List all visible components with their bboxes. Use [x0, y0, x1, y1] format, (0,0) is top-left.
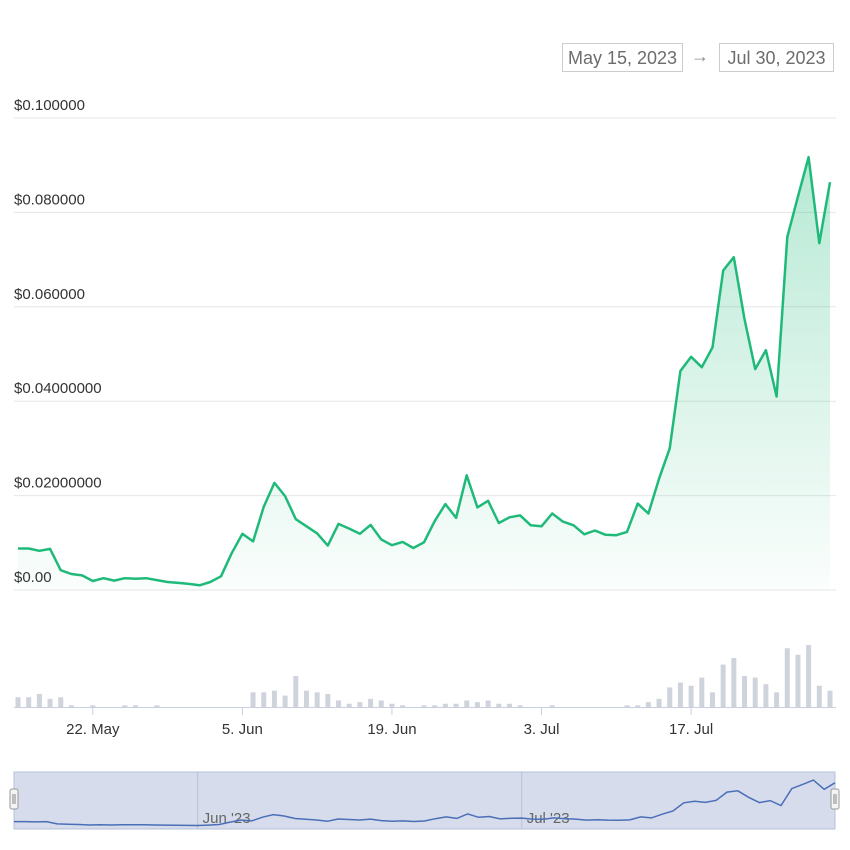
x-axis: 22. May 5. Jun 19. Jun 3. Jul 17. Jul: [14, 707, 836, 738]
volume-bar: [421, 705, 427, 707]
volume-bar: [827, 690, 833, 707]
volume-bar: [357, 702, 363, 707]
date-range-start-input[interactable]: May 15, 2023: [562, 43, 683, 72]
volume-bar: [26, 697, 32, 707]
volume-bars: [15, 645, 833, 707]
date-range-end-input[interactable]: Jul 30, 2023: [719, 43, 834, 72]
navigator-selected-range: [13, 771, 836, 830]
volume-bar: [325, 693, 331, 707]
price-area: [18, 157, 830, 590]
volume-bar: [795, 654, 801, 707]
volume-bar: [68, 705, 74, 707]
volume-bar: [624, 705, 630, 707]
volume-bar: [752, 677, 758, 707]
volume-bar: [122, 705, 128, 707]
volume-bar: [688, 685, 694, 707]
volume-bar: [261, 692, 267, 707]
volume-bar: [47, 698, 53, 707]
volume-bar: [133, 705, 139, 707]
volume-bar: [453, 703, 459, 707]
volume-bar: [368, 698, 374, 707]
date-range-arrow: →: [691, 46, 709, 66]
volume-bar: [442, 703, 448, 707]
volume-bar: [517, 705, 523, 707]
volume-bar: [271, 690, 277, 707]
volume-bar: [784, 648, 790, 707]
volume-bar: [742, 676, 748, 707]
volume-bar: [667, 687, 673, 707]
y-tick-label: $0.02000000: [14, 475, 102, 492]
volume-bar: [699, 677, 705, 707]
navigator-series-line: [14, 779, 836, 827]
x-tick-label: 19. Jun: [367, 721, 416, 738]
y-tick-label: $0.100000: [14, 97, 85, 114]
volume-bar: [90, 705, 96, 707]
volume-bar: [400, 705, 406, 707]
volume-bar: [506, 703, 512, 707]
navigator-right-handle[interactable]: [830, 788, 840, 810]
price-line: [18, 155, 832, 587]
volume-bar: [303, 690, 309, 707]
volume-bar: [282, 695, 288, 707]
volume-bar: [549, 705, 555, 707]
volume-bar: [731, 658, 737, 707]
volume-bar: [635, 705, 641, 707]
volume-bar: [474, 702, 480, 707]
x-tick-label: 3. Jul: [524, 721, 560, 738]
x-tick-label: 5. Jun: [222, 721, 263, 738]
volume-bar: [389, 703, 395, 707]
y-tick-label: $0.04000000: [14, 380, 102, 397]
volume-bar: [774, 692, 780, 707]
volume-bar: [763, 684, 769, 707]
volume-bar: [314, 692, 320, 707]
volume-bar: [709, 692, 715, 707]
volume-bar: [485, 700, 491, 707]
volume-bar: [496, 703, 502, 707]
navigator-left-handle[interactable]: [9, 788, 19, 810]
volume-bar: [346, 703, 352, 707]
volume-bar: [293, 676, 299, 707]
price-series: [18, 155, 832, 590]
volume-bar: [816, 685, 822, 707]
navigator[interactable]: Jun '23 Jul '23: [9, 771, 840, 830]
volume-bar: [432, 705, 438, 707]
volume-bar: [154, 705, 160, 707]
volume-bar: [336, 700, 342, 707]
x-tick-label: 17. Jul: [669, 721, 713, 738]
volume-bar: [464, 700, 470, 707]
volume-bar: [645, 702, 651, 707]
volume-bar: [677, 682, 683, 707]
volume-bar: [15, 697, 21, 707]
volume-bar: [250, 692, 256, 707]
y-axis-labels: $0.100000 $0.080000 $0.060000 $0.04000000 $0…: [14, 97, 102, 586]
volume-bar: [806, 645, 812, 707]
x-tick-label: 22. May: [66, 721, 120, 738]
volume-bar: [58, 697, 64, 707]
volume-bar: [656, 698, 662, 707]
y-tick-label: $0.080000: [14, 191, 85, 208]
volume-bar: [36, 693, 42, 707]
volume-bar: [378, 700, 384, 707]
volume-bar: [720, 664, 726, 707]
y-tick-label: $0.060000: [14, 286, 85, 303]
navigator-tick-label: Jun '23: [203, 810, 251, 827]
